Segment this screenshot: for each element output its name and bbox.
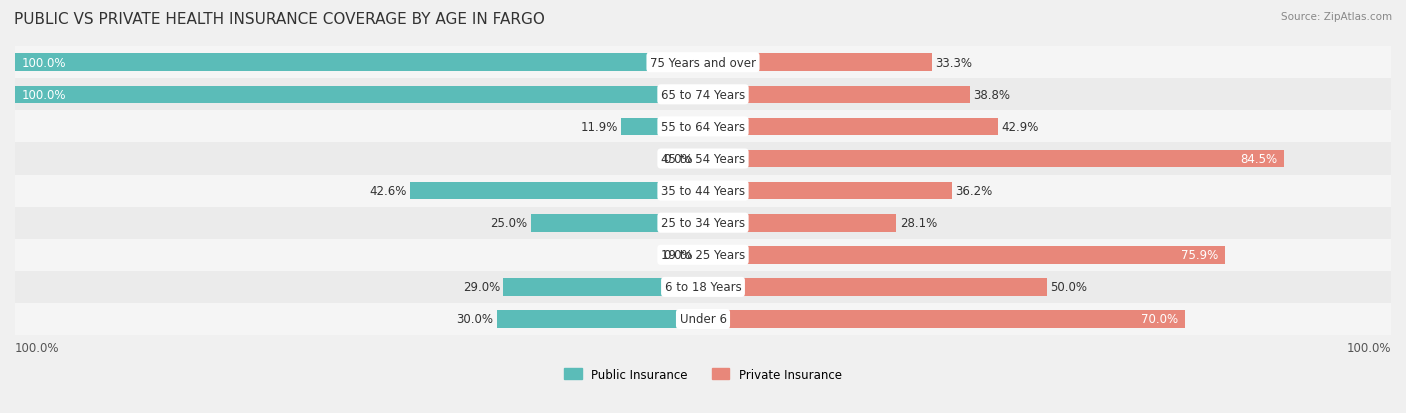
Text: 25 to 34 Years: 25 to 34 Years (661, 217, 745, 230)
Bar (15, 111, 1391, 143)
Text: 100.0%: 100.0% (22, 89, 66, 102)
Bar (15, 207, 1391, 239)
Text: 0.0%: 0.0% (664, 153, 693, 166)
Bar (496, 311, 703, 328)
Text: PUBLIC VS PRIVATE HEALTH INSURANCE COVERAGE BY AGE IN FARGO: PUBLIC VS PRIVATE HEALTH INSURANCE COVER… (14, 12, 546, 27)
Text: 100.0%: 100.0% (1347, 342, 1391, 355)
Text: 75.9%: 75.9% (1181, 249, 1219, 262)
Bar (15, 143, 1391, 175)
Text: 33.3%: 33.3% (935, 57, 973, 69)
Text: 42.9%: 42.9% (1001, 121, 1039, 133)
Text: 65 to 74 Years: 65 to 74 Years (661, 89, 745, 102)
Bar (15, 86, 703, 104)
Text: 30.0%: 30.0% (456, 313, 494, 326)
Bar (15, 239, 1391, 271)
Bar (703, 118, 998, 136)
Text: 36.2%: 36.2% (956, 185, 993, 198)
Bar (703, 150, 1284, 168)
Bar (703, 214, 897, 232)
Bar (703, 183, 952, 200)
Bar (15, 79, 1391, 111)
Bar (503, 278, 703, 296)
Bar (703, 54, 932, 72)
Legend: Public Insurance, Private Insurance: Public Insurance, Private Insurance (560, 363, 846, 386)
Text: 45 to 54 Years: 45 to 54 Years (661, 153, 745, 166)
Bar (703, 247, 1225, 264)
Text: 84.5%: 84.5% (1240, 153, 1278, 166)
Text: 29.0%: 29.0% (463, 281, 501, 294)
Bar (15, 54, 703, 72)
Text: 100.0%: 100.0% (22, 57, 66, 69)
Text: Source: ZipAtlas.com: Source: ZipAtlas.com (1281, 12, 1392, 22)
Text: 19 to 25 Years: 19 to 25 Years (661, 249, 745, 262)
Text: 38.8%: 38.8% (973, 89, 1011, 102)
Text: 28.1%: 28.1% (900, 217, 936, 230)
Text: 55 to 64 Years: 55 to 64 Years (661, 121, 745, 133)
Bar (703, 311, 1185, 328)
Text: 100.0%: 100.0% (15, 342, 59, 355)
Text: 70.0%: 70.0% (1140, 313, 1178, 326)
Bar (15, 303, 1391, 335)
Text: 0.0%: 0.0% (664, 249, 693, 262)
Bar (15, 271, 1391, 303)
Bar (703, 278, 1047, 296)
Text: 75 Years and over: 75 Years and over (650, 57, 756, 69)
Text: 35 to 44 Years: 35 to 44 Years (661, 185, 745, 198)
Bar (15, 47, 1391, 79)
Bar (15, 175, 1391, 207)
Text: 50.0%: 50.0% (1050, 281, 1087, 294)
Bar (531, 214, 703, 232)
Bar (411, 183, 703, 200)
Text: 42.6%: 42.6% (370, 185, 406, 198)
Bar (703, 86, 970, 104)
Text: Under 6: Under 6 (679, 313, 727, 326)
Text: 25.0%: 25.0% (491, 217, 527, 230)
Bar (621, 118, 703, 136)
Text: 6 to 18 Years: 6 to 18 Years (665, 281, 741, 294)
Text: 11.9%: 11.9% (581, 121, 617, 133)
